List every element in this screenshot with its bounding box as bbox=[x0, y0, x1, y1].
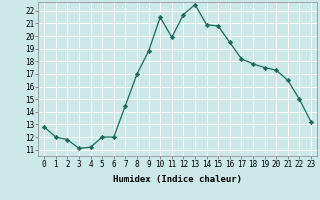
X-axis label: Humidex (Indice chaleur): Humidex (Indice chaleur) bbox=[113, 175, 242, 184]
